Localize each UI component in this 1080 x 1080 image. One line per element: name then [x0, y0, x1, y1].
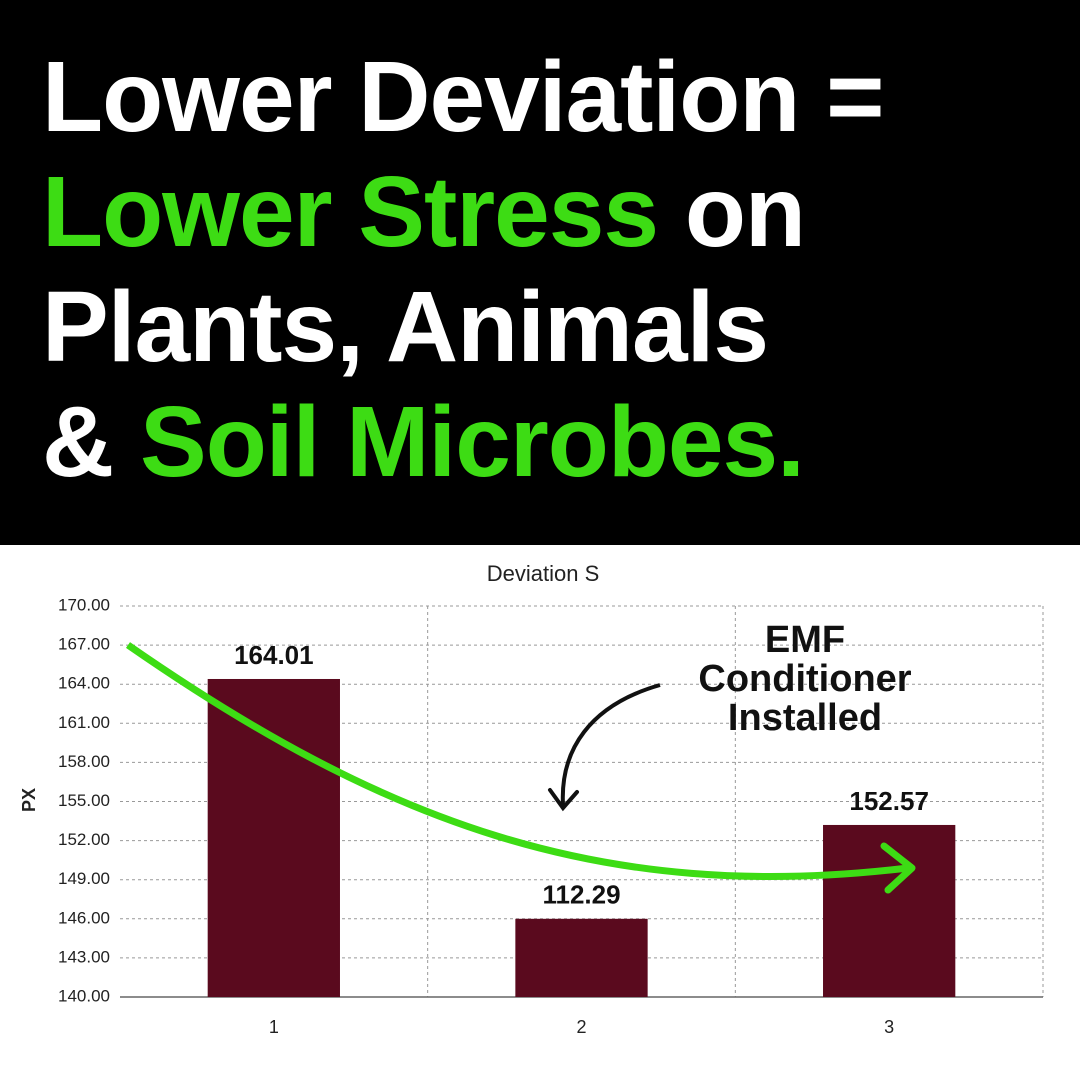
- x-tick-label: 1: [269, 1017, 279, 1037]
- y-axis-label: PX: [19, 788, 39, 812]
- callout-arrowhead: [548, 788, 579, 812]
- headline-line: Plants, Animals: [42, 270, 769, 385]
- x-tick-label: 2: [576, 1017, 586, 1037]
- callout-text: EMF: [765, 619, 845, 661]
- x-tick-label: 3: [884, 1017, 894, 1037]
- bar-annotation: 152.57: [849, 786, 929, 816]
- y-tick-label: 155.00: [58, 791, 110, 810]
- headline-text: Plants, Animals: [42, 271, 769, 383]
- headline-text: Lower Stress: [42, 156, 659, 268]
- y-tick-label: 149.00: [58, 869, 110, 888]
- y-tick-label: 146.00: [58, 908, 110, 927]
- y-tick-label: 170.00: [58, 595, 110, 614]
- headline-line: & Soil Microbes.: [42, 385, 805, 500]
- headline-text: &: [42, 386, 140, 498]
- trend-arrow: [126, 642, 909, 880]
- y-tick-label: 140.00: [58, 986, 110, 1005]
- bar-annotation: 164.01: [234, 640, 314, 670]
- y-tick-label: 143.00: [58, 947, 110, 966]
- headline-text: on: [658, 156, 806, 268]
- y-tick-label: 167.00: [58, 635, 110, 654]
- y-tick-label: 164.00: [58, 674, 110, 693]
- headline-line: Lower Deviation =: [42, 40, 885, 155]
- headline-text: Soil Microbes.: [140, 386, 805, 498]
- callout-text: Installed: [728, 697, 882, 739]
- headline-text: Lower Deviation =: [42, 41, 885, 153]
- y-tick-label: 152.00: [58, 830, 110, 849]
- y-tick-label: 158.00: [58, 752, 110, 771]
- y-tick-label: 161.00: [58, 713, 110, 732]
- bar: [207, 678, 340, 997]
- headline-panel: Lower Deviation = Lower Stress on Plants, …: [0, 0, 1080, 545]
- headline-line: Lower Stress on: [42, 155, 806, 270]
- bar: [515, 918, 648, 997]
- callout-text: Conditioner: [698, 658, 911, 700]
- trend-arrowhead: [880, 842, 916, 894]
- bar-annotation: 112.29: [542, 880, 620, 910]
- chart-title: Deviation S: [487, 561, 600, 586]
- callout-arrow: [560, 683, 661, 806]
